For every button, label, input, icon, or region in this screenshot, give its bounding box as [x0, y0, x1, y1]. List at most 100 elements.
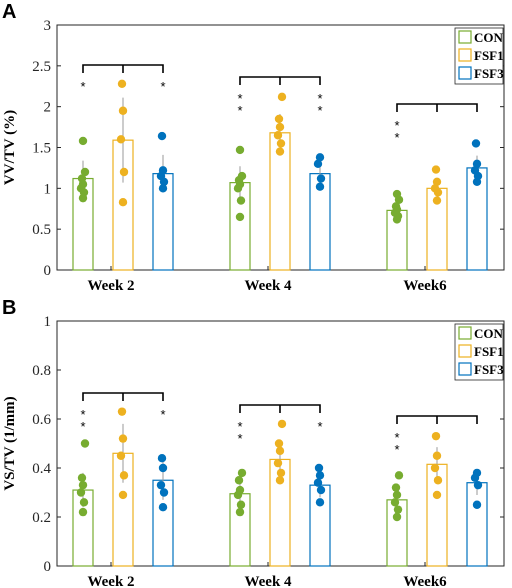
x-tick-label: Week 4	[244, 574, 292, 588]
significance-star: *	[160, 79, 165, 94]
data-point	[472, 159, 482, 169]
y-tick-label: 2.5	[32, 59, 51, 75]
significance-star: *	[80, 79, 85, 94]
y-tick-label: 1.5	[32, 141, 51, 157]
data-point	[79, 498, 89, 507]
y-tick-label: 1	[44, 181, 52, 197]
y-tick-label: 0	[44, 559, 52, 575]
data-point	[432, 451, 442, 460]
data-point	[276, 468, 286, 478]
legend-entry: FSF3	[474, 362, 504, 377]
legend-swatch	[458, 344, 472, 358]
legend	[454, 323, 504, 381]
data-point	[119, 167, 129, 177]
panel-B: B 0 0.2 0.4 0.6 0.8 1 VS/TV (1/mm) Week 2 Week 4 W…	[2, 297, 505, 588]
y-tick-label: 3	[44, 18, 52, 34]
data-point	[118, 434, 128, 443]
legend-swatch	[458, 326, 472, 340]
data-point	[430, 463, 440, 473]
data-point	[432, 196, 442, 205]
significance-star: *	[317, 103, 322, 118]
data-point	[236, 196, 246, 205]
data-point	[275, 476, 285, 485]
data-point	[394, 471, 404, 480]
data-point	[275, 446, 285, 456]
data-point	[392, 512, 402, 522]
legend-entry: CON	[474, 30, 504, 45]
data-point	[313, 478, 323, 487]
data-point	[432, 490, 442, 500]
data-point	[430, 184, 440, 193]
data-point	[392, 189, 402, 199]
data-point	[237, 171, 247, 181]
significance-star: *	[237, 103, 242, 118]
data-point	[315, 153, 325, 162]
data-point	[235, 485, 245, 495]
data-point	[77, 473, 87, 482]
data-point	[273, 458, 283, 468]
panel-label: A	[2, 1, 16, 23]
significance-star: *	[394, 430, 399, 445]
data-point	[315, 498, 325, 507]
data-point	[274, 114, 284, 124]
y-tick-label: 2	[44, 100, 52, 116]
data-point	[315, 471, 325, 480]
significance-star: *	[237, 419, 242, 434]
data-point	[473, 480, 483, 490]
data-point	[431, 165, 441, 174]
data-point	[117, 407, 127, 416]
data-point	[316, 485, 326, 495]
data-point	[158, 503, 168, 512]
data-point	[80, 167, 90, 177]
significance-star: *	[80, 407, 85, 422]
significance-star: *	[80, 419, 85, 434]
y-tick-label: 1	[44, 314, 52, 330]
x-tick-label: Week 4	[244, 278, 292, 294]
data-point	[158, 166, 168, 175]
legend-swatch	[458, 48, 472, 62]
data-point	[276, 139, 286, 148]
legend-swatch	[458, 30, 472, 44]
data-point	[234, 476, 244, 485]
data-point	[78, 136, 88, 146]
bar-fsf3	[466, 482, 488, 567]
y-tick-label: 0.2	[32, 510, 51, 526]
data-point	[80, 439, 90, 448]
x-tick-label: Week 2	[87, 574, 134, 588]
data-point	[118, 198, 128, 207]
significance-star: *	[394, 442, 399, 457]
data-point	[472, 468, 482, 478]
significance-star: *	[237, 91, 242, 106]
data-point	[313, 159, 323, 169]
y-tick-label: 0.4	[32, 461, 51, 477]
data-point	[393, 505, 403, 514]
data-point	[116, 135, 126, 144]
significance-star: *	[394, 130, 399, 145]
data-point	[118, 490, 128, 500]
y-tick-label: 0.5	[32, 222, 51, 238]
legend	[454, 27, 504, 85]
data-point	[119, 471, 129, 480]
data-point	[117, 79, 127, 89]
x-tick-label: Week 2	[87, 278, 134, 294]
legend-entry: FSF1	[474, 344, 504, 359]
significance-star: *	[317, 91, 322, 106]
panel-A: A 0 0.5 1 1.5 2 2.5 3 VV/TV (%) Week 2 Week 4 Week6…	[2, 1, 505, 294]
data-point	[76, 488, 86, 497]
significance-star: *	[317, 419, 322, 434]
data-point	[159, 488, 169, 497]
data-point	[157, 454, 167, 463]
data-point	[235, 507, 245, 517]
legend-swatch	[458, 66, 472, 80]
significance-bracket	[239, 76, 321, 85]
legend-swatch	[458, 362, 472, 376]
data-point	[273, 131, 283, 140]
data-point	[390, 498, 400, 507]
data-point	[235, 145, 245, 155]
data-point	[277, 419, 287, 429]
significance-star: *	[160, 407, 165, 422]
legend-entry: FSF1	[474, 48, 504, 63]
significance-star: *	[237, 431, 242, 446]
significance-bracket	[396, 415, 478, 424]
